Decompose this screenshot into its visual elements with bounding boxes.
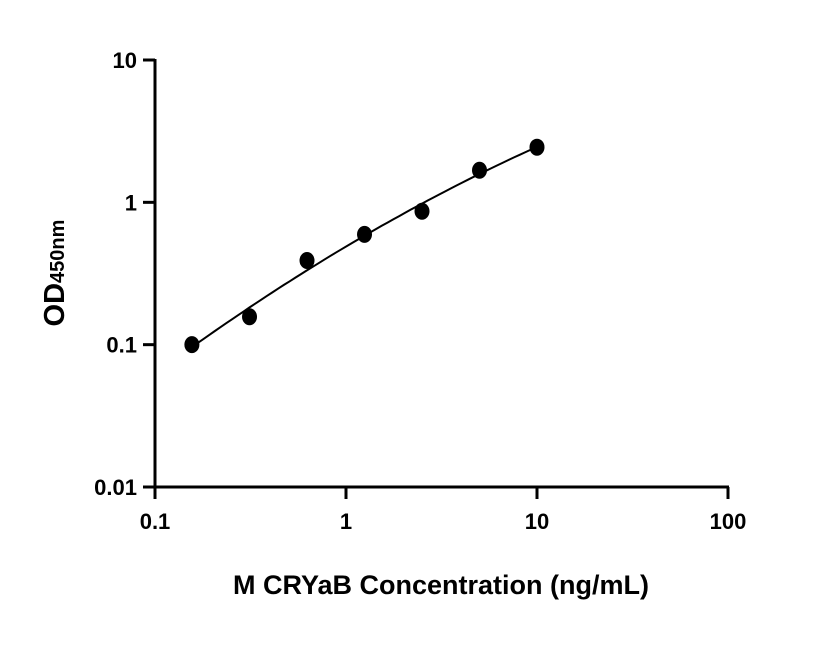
data-point [472,161,488,179]
data-point [414,202,430,220]
data-points [184,138,545,354]
y-axis-label-main: OD [39,283,71,327]
y-tick-label: 0.01 [94,475,137,500]
x-tick-label: 1 [340,509,352,534]
data-point [242,308,258,326]
y-tick-label: 10 [113,48,137,73]
x-tick-label: 0.1 [140,509,171,534]
y-axis-label-subscript: 450nm [47,220,69,283]
x-tick-label: 100 [710,509,747,534]
data-point [357,225,373,243]
x-axis-label: M CRYaB Concentration (ng/mL) [233,570,649,600]
data-point [184,336,200,354]
y-axis-label: OD450nm [39,220,71,327]
x-tick-label: 10 [525,509,549,534]
y-tick-label: 0.1 [106,333,137,358]
data-point [529,138,545,156]
y-tick-label: 1 [125,190,137,215]
data-point [299,252,315,270]
